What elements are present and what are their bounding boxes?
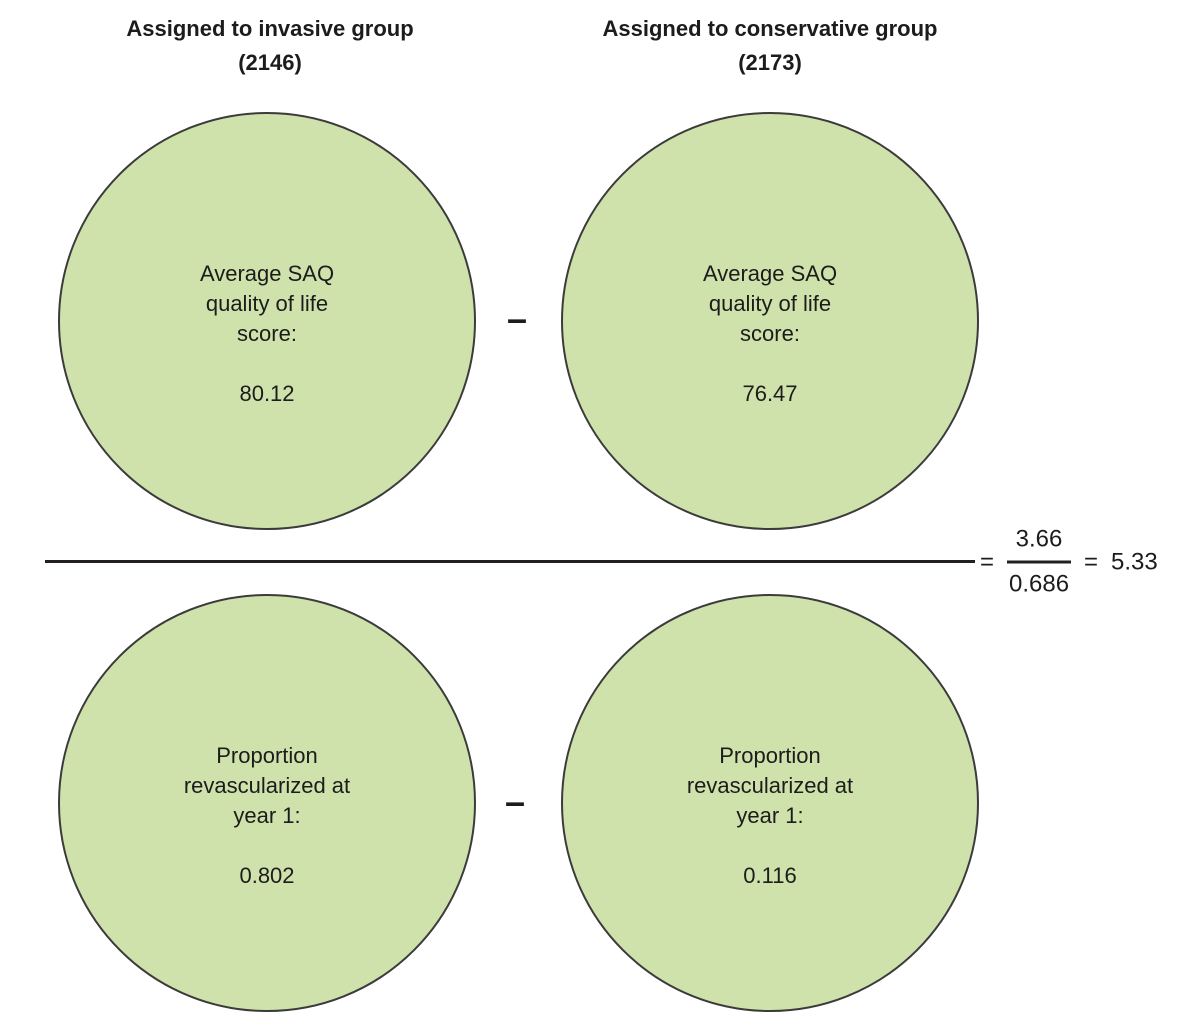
circle-value: 80.12 [239, 381, 295, 406]
invasive-group-count: (2146) [238, 50, 302, 75]
header-conservative-group: Assigned to conservative group (2173) [520, 12, 1020, 80]
conservative-group-count: (2173) [738, 50, 802, 75]
circle-label: Proportion revascularized at year 1: [183, 743, 351, 828]
minus-operator-top: – [506, 298, 528, 339]
circle-conservative-saq-score: Average SAQ quality of life score: 76.47 [561, 112, 979, 530]
fraction-numerator: 3.66 [1015, 525, 1063, 553]
result-equation: = 3.66 0.686 = 5.33 [980, 526, 1158, 599]
circle-value: 76.47 [742, 381, 798, 406]
circle-label: Average SAQ quality of life score: [702, 261, 838, 346]
circle-conservative-revascularized: Proportion revascularized at year 1: 0.1… [561, 594, 979, 1012]
invasive-group-title: Assigned to invasive group [126, 16, 414, 41]
circle-invasive-saq-score: Average SAQ quality of life score: 80.12 [58, 112, 476, 530]
circle-value: 0.802 [239, 863, 295, 888]
header-invasive-group: Assigned to invasive group (2146) [20, 12, 520, 80]
equals-sign: = [1084, 548, 1099, 575]
fraction-denominator: 0.686 [1008, 570, 1070, 598]
circle-invasive-revascularized: Proportion revascularized at year 1: 0.8… [58, 594, 476, 1012]
conservative-group-title: Assigned to conservative group [602, 16, 938, 41]
minus-operator-bottom: – [504, 781, 526, 822]
equation-result: 5.33 [1111, 548, 1158, 575]
equals-sign: = [980, 548, 995, 575]
fraction-bar-small [1007, 560, 1072, 564]
circle-label: Average SAQ quality of life score: [199, 261, 335, 346]
numeric-fraction: 3.66 0.686 [1007, 525, 1072, 599]
fraction-bar-main [45, 560, 975, 563]
circle-value: 0.116 [743, 863, 797, 888]
circle-label: Proportion revascularized at year 1: [686, 743, 854, 828]
